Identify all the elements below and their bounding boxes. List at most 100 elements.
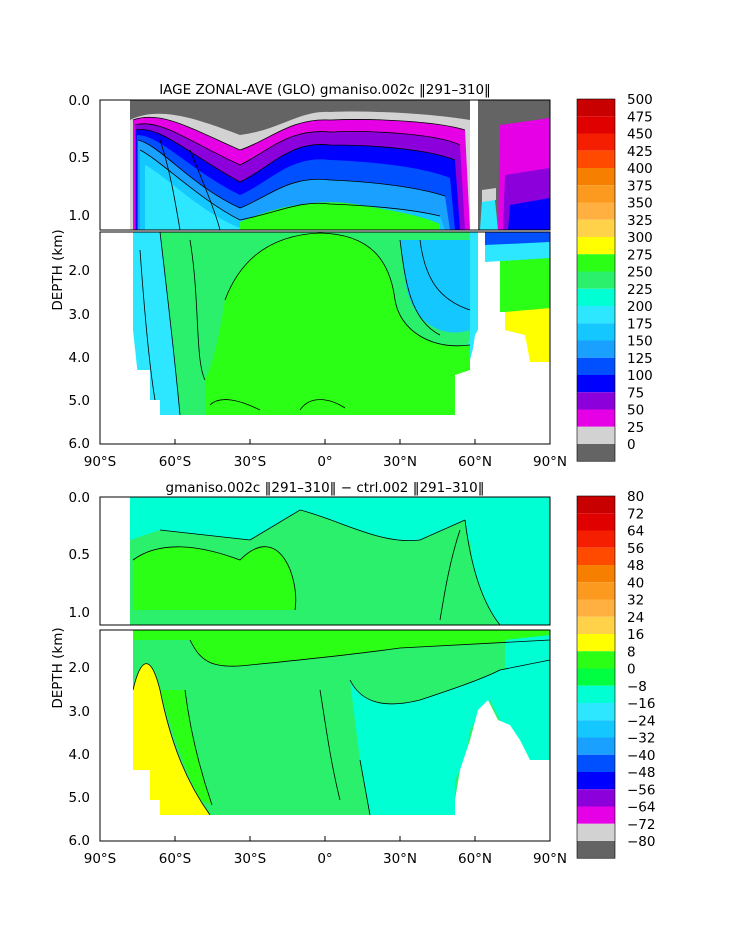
colorbar-label: 25 [627,420,644,436]
colorbar-label: 400 [627,161,653,177]
panel-1-lower-contours [139,232,471,416]
panel-1-title: IAGE ZONAL-AVE (GLO) gmaniso.002c ‖291–3… [159,82,491,98]
colorbar-label: −80 [627,834,656,850]
colorbar-swatch [577,651,615,669]
panel-2-upper-frame [99,496,551,626]
colorbar-swatch [577,237,615,255]
colorbar-swatch [577,841,615,859]
lower-aqua-arctic [505,635,550,680]
x-tick: 30°S [234,851,267,867]
x-tick: 30°N [383,454,417,470]
arctic-deep-yellow [505,308,550,362]
colorbar-label: 0 [627,437,636,453]
y-tick: 1.0 [69,208,90,224]
y-tick: 5.0 [69,393,90,409]
colorbar-swatch [577,789,615,807]
panel-1-colorbar: 5004754504254003753503253002752502252001… [576,92,653,462]
colorbar-label: 125 [627,351,653,367]
y-tick: 0.0 [69,93,90,109]
colorbar-swatch [577,513,615,531]
x-tick: 90°S [84,454,117,470]
x-tick: 60°N [458,454,492,470]
arctic-cyan [480,200,498,230]
colorbar-swatch [577,720,615,738]
colorbar-label: −48 [627,765,656,781]
colorbar-swatch [577,323,615,341]
y-tick: 5.0 [69,790,90,806]
colorbar-label: 75 [627,385,644,401]
arctic-deep-blue [485,232,550,245]
panel-1-xtick-marks [174,439,476,444]
colorbar-swatch [577,357,615,375]
colorbar-swatch [577,496,615,514]
colorbar-label: 56 [627,541,644,557]
panel-2-title: gmaniso.002c ‖291–310‖ − ctrl.002 ‖291–3… [166,480,485,496]
colorbar-label: 32 [627,593,644,609]
panel-1-lower-field [100,232,550,444]
colorbar-label: 24 [627,610,644,626]
colorbar-label: 40 [627,575,644,591]
colorbar-label: −64 [627,800,656,816]
colorbar-swatch [577,547,615,565]
colorbar-label: 48 [627,558,644,574]
colorbar-label: −32 [627,731,656,747]
colorbar-swatch [577,444,615,462]
colorbar-swatch [577,754,615,772]
colorbar-swatch [577,582,615,600]
x-tick: 90°N [533,851,567,867]
colorbar-label: 50 [627,403,644,419]
panel-1-yticks: 0.0 0.5 1.0 2.0 3.0 4.0 5.0 6.0 [69,93,90,452]
colorbar-swatch [577,392,615,410]
upper-green-patch [133,546,296,610]
colorbar-label: 80 [627,489,644,505]
colorbar-swatch [577,288,615,306]
colorbar-label: 100 [627,368,653,384]
colorbar-frame [576,495,616,859]
panel-2-lower-field [100,630,550,841]
colorbar-swatch [577,703,615,721]
x-tick: 0° [317,851,332,867]
lower-cyan-east [350,660,550,815]
colorbar-swatch [577,772,615,790]
panel-1-xticks: 90°S 60°S 30°S 0° 30°N 60°N 90°N [84,454,567,470]
colorbar-label: 200 [627,299,653,315]
colorbar-label: 350 [627,196,653,212]
colorbar-label: 300 [627,230,653,246]
colorbar-swatch [577,340,615,358]
x-tick: 90°S [84,851,117,867]
colorbar-swatch [577,219,615,237]
y-tick: 6.0 [69,833,90,849]
y-tick: 0.5 [69,150,90,166]
colorbar-swatch [577,116,615,134]
y-tick: 6.0 [69,436,90,452]
y-tick: 3.0 [69,704,90,720]
y-tick: 2.0 [69,263,90,279]
colorbar-label: 8 [627,644,636,660]
x-tick: 60°S [159,454,192,470]
x-tick: 0° [317,454,332,470]
panel-2-colorbar: 80726456484032241680−8−16−24−32−40−48−56… [576,489,656,859]
panel-2: gmaniso.002c ‖291–310‖ − ctrl.002 ‖291–3… [50,480,656,867]
colorbar-label: 375 [627,178,653,194]
colorbar-label: −40 [627,748,656,764]
colorbar-label: 250 [627,265,653,281]
colorbar-label: 150 [627,334,653,350]
colorbar-frame [576,98,616,462]
colorbar-label: −56 [627,782,656,798]
deep-lightcyan [400,240,470,333]
band-200-225 [145,165,440,230]
y-tick: 1.0 [69,605,90,621]
band-green-upper [240,202,440,230]
colorbar-swatch [577,99,615,117]
colorbar-swatch [577,616,615,634]
y-tick: 0.0 [69,490,90,506]
x-tick: 60°N [458,851,492,867]
x-tick: 30°N [383,851,417,867]
y-tick: 3.0 [69,307,90,323]
colorbar-swatch [577,668,615,686]
panel-1-upper-field [100,100,550,230]
colorbar-swatch [577,685,615,703]
arctic-blue [508,198,550,230]
colorbar-swatch [577,271,615,289]
colorbar-swatch [577,409,615,427]
